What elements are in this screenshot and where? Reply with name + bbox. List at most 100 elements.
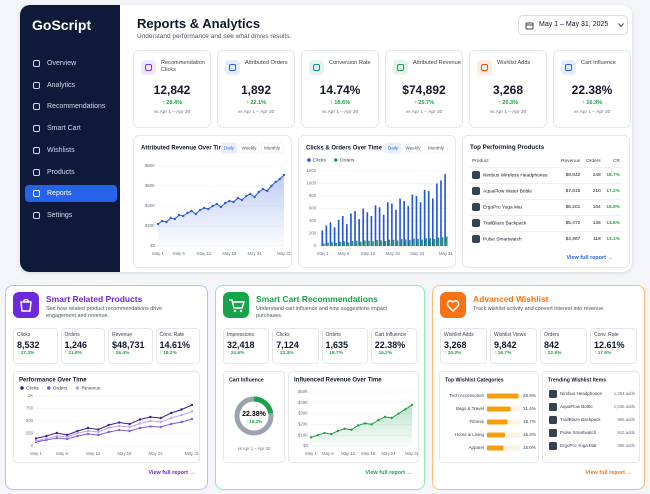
bar	[395, 209, 397, 246]
point	[207, 207, 210, 211]
cell-text: 210	[592, 188, 601, 194]
nav-item[interactable]: Overview	[25, 55, 117, 72]
metric-box: Clicks 8,532 ↑ 27.3%	[13, 328, 58, 364]
legend-label: Clicks	[313, 157, 326, 163]
bar	[343, 241, 346, 246]
nav-item[interactable]: Analytics	[25, 77, 117, 94]
kpi-change: ↑ 18.6%	[329, 100, 351, 106]
chart-svg: Trending Wishlist Items Nimbus Headphones…	[548, 377, 635, 450]
feature-card: Smart Related Products See how related pr…	[5, 285, 208, 490]
line	[310, 404, 413, 438]
metric-box: Clicks 7,124 ↑ 21.4%	[272, 328, 319, 364]
line	[35, 411, 193, 442]
nav-item[interactable]: Smart Cart	[25, 120, 117, 137]
point	[149, 415, 152, 419]
point	[138, 418, 142, 421]
table-cell: 14.6%	[602, 214, 622, 231]
point	[149, 425, 152, 428]
metric-value: 1,635	[325, 340, 349, 350]
view-report-link[interactable]: View full report →	[566, 255, 613, 261]
view-report-link[interactable]: View full report →	[585, 470, 632, 476]
metric-value: 14.61%	[159, 340, 191, 350]
point	[118, 421, 121, 424]
donut-box: Cart Influence 22.38% ↑ 16.3% vs Apr 1 – Ap…	[223, 371, 285, 463]
category-bar	[487, 445, 504, 451]
metric-value: 12.61%	[594, 340, 625, 350]
tab-label: Weekly	[242, 146, 258, 151]
metric-label: Conv. Rate	[159, 332, 185, 338]
tab-label: Weekly	[406, 146, 422, 151]
chevron	[618, 23, 624, 28]
column-header: CR	[613, 158, 620, 164]
tab[interactable]	[238, 142, 260, 154]
tab[interactable]	[220, 142, 238, 154]
kpi-compare: vs Apr 1 – Apr 30	[405, 110, 443, 115]
x-tick-label: May 12	[341, 451, 356, 456]
table-row: TrailBlaze Backpack $5,472 136 14.6%	[470, 214, 622, 231]
nav-icon	[33, 211, 40, 219]
x-tick-label: May 31	[405, 451, 418, 456]
point	[278, 177, 281, 181]
metric-change: ↑ 24.6%	[227, 351, 245, 356]
feature-description: See how related product recommendations …	[46, 306, 162, 319]
kpi-card: Conversion Rate 14.74% ↑ 18.6% vs Apr 1 – A…	[301, 50, 379, 128]
kpi-label: Attributed Revenue	[413, 60, 461, 66]
bar	[427, 191, 430, 246]
tab[interactable]	[384, 142, 402, 154]
kpi-change: ↑ 28.4%	[161, 100, 183, 106]
y-tick-label: $0	[303, 443, 308, 448]
category-value: 18.7%	[523, 419, 536, 424]
metric-change: ↑ 17.6%	[594, 351, 612, 356]
point	[159, 416, 162, 420]
category-name: Home & Living	[455, 432, 485, 437]
kpi-glyph	[565, 64, 572, 71]
item-count: 1,036 adds	[614, 404, 635, 409]
view-report-link[interactable]: View full report →	[148, 470, 195, 476]
nav-icon	[33, 81, 40, 89]
metric-change: ↑ 26.4%	[112, 351, 130, 356]
point	[219, 205, 223, 209]
point	[177, 213, 181, 217]
point	[343, 427, 346, 430]
point	[397, 412, 400, 415]
chart-title: Influenced Revenue Over Time	[294, 378, 382, 384]
legend-swatch	[75, 386, 80, 390]
metric-change: ↑ 21.8%	[64, 351, 82, 356]
kpi-icon	[477, 60, 492, 75]
point	[350, 428, 353, 431]
tab[interactable]	[402, 142, 424, 154]
tab[interactable]	[260, 142, 284, 154]
bar	[429, 238, 432, 246]
y-tick-label: $50K	[298, 389, 308, 394]
view-report-link[interactable]: View full report →	[365, 470, 412, 476]
cell-text: $5,472	[565, 220, 581, 226]
nav-item[interactable]: Recommendations	[25, 98, 117, 115]
metric-label: Revenue	[112, 332, 133, 338]
nav-item[interactable]: Products	[25, 164, 117, 181]
nav-item[interactable]: Settings	[25, 207, 117, 224]
metric-box: Cart Influence 22.38% ↑ 16.2%	[370, 328, 417, 364]
feature-card: Smart Cart Recommendations Understand car…	[215, 285, 425, 490]
nav-item[interactable]: Reports	[25, 185, 117, 203]
nav-item[interactable]: Wishlists	[25, 142, 117, 159]
point	[309, 436, 313, 439]
nav-icon	[33, 190, 40, 198]
legend-label: Clicks	[26, 385, 39, 391]
tab[interactable]	[424, 142, 448, 154]
donut-title: Cart Influence	[229, 377, 264, 383]
chart-box: Influenced Revenue Over Time $0 $10K $20K $3…	[288, 371, 419, 463]
table-cell: ErgoPro Yoga Mat	[470, 198, 557, 215]
point	[232, 200, 235, 204]
x-tick-label: May 1	[317, 251, 329, 256]
metrics-row: Clicks 8,532 ↑ 27.3% Orders 1,246 ↑ 21.8% Reve…	[13, 328, 200, 364]
date-picker[interactable]: May 1 – May 31, 2025	[518, 15, 628, 35]
y-tick-label: 0	[31, 443, 34, 448]
item-image	[549, 390, 557, 398]
kpi-glyph	[397, 64, 404, 71]
cell-text: 118	[593, 236, 601, 242]
point	[161, 219, 164, 223]
point	[169, 216, 172, 220]
cell-text: $9,842	[565, 172, 581, 178]
bar	[347, 242, 350, 246]
table-cell: $5,472	[556, 214, 583, 231]
